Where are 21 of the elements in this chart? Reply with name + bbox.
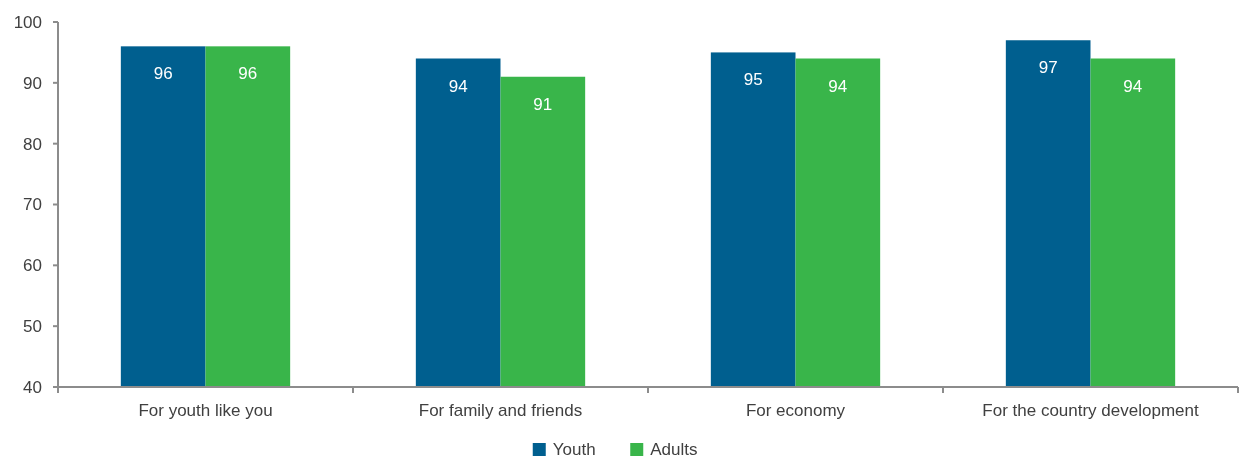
data-label: 95 — [743, 70, 763, 90]
data-label: 94 — [448, 76, 468, 96]
data-label: 97 — [1038, 58, 1058, 78]
data-label: 94 — [828, 76, 848, 96]
x-tick-label: For family and friends — [418, 401, 583, 420]
y-tick-label: 90 — [23, 73, 42, 93]
x-tick-label: For the country development — [982, 401, 1199, 420]
y-tick-label: 40 — [23, 377, 42, 397]
y-tick-label: 70 — [23, 195, 42, 215]
x-tick-label: For youth like you — [138, 401, 273, 420]
data-label: 96 — [238, 64, 258, 84]
y-tick-label: 50 — [23, 317, 42, 337]
y-tick-label: 100 — [13, 12, 42, 32]
x-tick-label: For economy — [745, 401, 846, 420]
data-label: 91 — [533, 94, 553, 114]
legend-label: Adults — [650, 440, 698, 459]
y-tick-label: 60 — [23, 256, 42, 276]
data-label: 94 — [1123, 76, 1143, 96]
data-label: 96 — [153, 64, 173, 84]
y-tick-label: 80 — [23, 134, 42, 154]
legend-label: Youth — [552, 440, 596, 459]
